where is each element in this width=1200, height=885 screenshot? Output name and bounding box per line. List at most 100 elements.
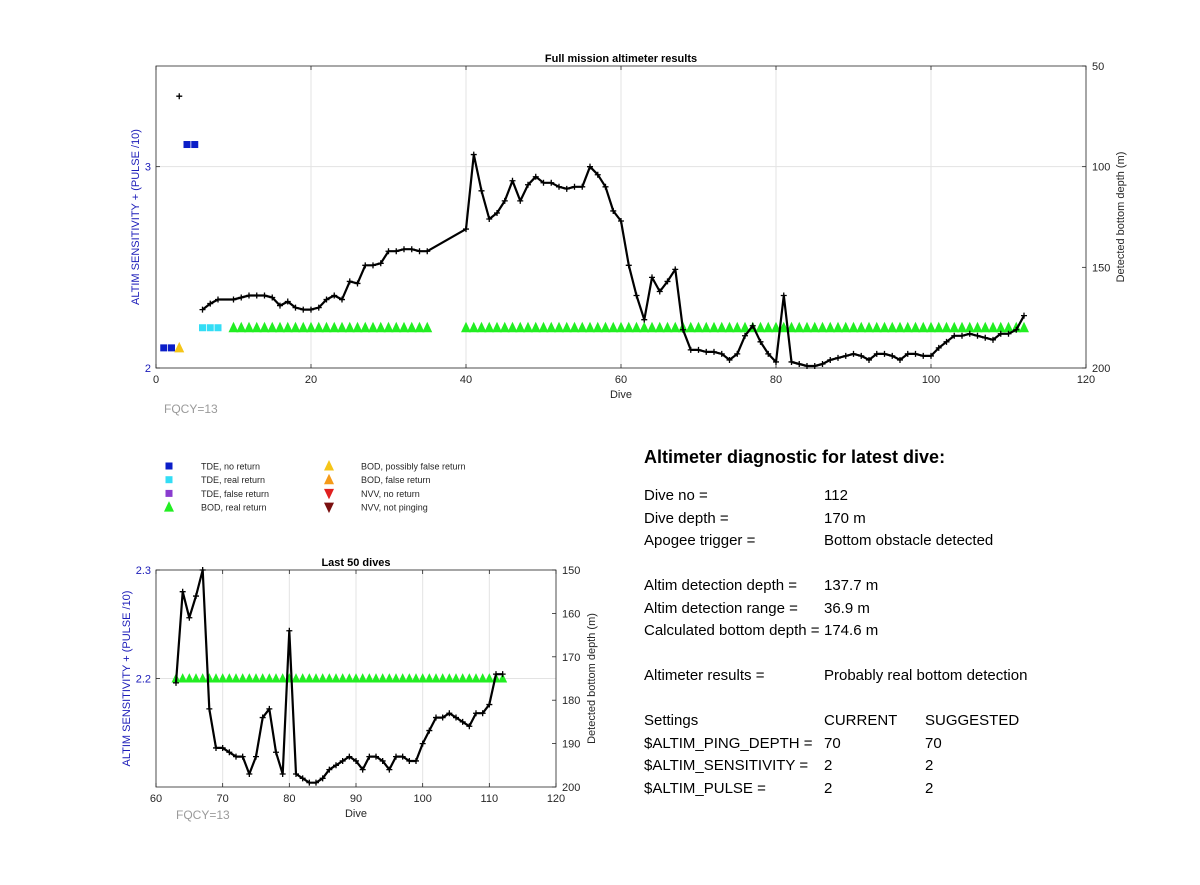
bottom-depth-line — [174, 568, 503, 784]
data-marker — [592, 321, 603, 333]
x-tick-label: 80 — [770, 374, 782, 386]
data-marker — [329, 321, 340, 333]
bottom-depth-point — [641, 316, 648, 323]
data-marker — [817, 321, 828, 333]
data-marker — [755, 321, 766, 333]
results-value: Probably real bottom detection — [824, 667, 1028, 684]
bottom-depth-point — [873, 350, 880, 357]
bottom-depth-point — [486, 701, 493, 708]
setting-suggested: 2 — [925, 757, 934, 774]
data-marker — [980, 321, 991, 333]
data-marker — [168, 344, 175, 352]
y2-tick-label: 150 — [1092, 262, 1110, 274]
bottom-depth-point — [293, 770, 299, 777]
data-marker — [184, 673, 194, 683]
data-marker — [178, 673, 188, 683]
detection-range-label: Altim detection range = — [644, 599, 798, 617]
bottom-depth-point — [982, 334, 989, 341]
data-marker — [670, 321, 681, 333]
bottom-depth-point — [742, 332, 748, 339]
data-marker — [244, 321, 254, 333]
data-marker — [391, 673, 401, 683]
data-marker — [964, 321, 975, 333]
bottom-depth-point — [959, 332, 965, 339]
data-marker — [887, 321, 898, 333]
bottom-depth-point — [1013, 326, 1020, 333]
setting-row: $ALTIM_SENSITIVITY = 2 2 — [644, 755, 1164, 778]
data-marker — [577, 321, 588, 333]
bottom-depth-point — [858, 352, 865, 359]
bottom-depth-point — [413, 757, 419, 764]
detection-range-row: Altim detection range = 36.9 m — [644, 598, 1164, 621]
bottom-depth-point — [416, 248, 423, 255]
bottom-depth-point — [765, 350, 772, 357]
bottom-depth-point — [266, 705, 273, 712]
data-marker — [406, 321, 417, 333]
data-marker — [802, 321, 812, 333]
bottom-depth-point — [842, 352, 849, 359]
bottom-depth-point — [315, 304, 322, 311]
bottom-depth-point — [393, 248, 400, 255]
bottom-depth-point — [424, 248, 431, 255]
x-axis-label: Dive — [345, 808, 367, 820]
bottom-depth-point — [439, 714, 446, 721]
bottom-depth-point — [509, 177, 516, 184]
fqcy-footnote: FQCY=13 — [164, 402, 218, 416]
bottom-depth-point — [811, 362, 818, 369]
bottom-depth-point — [1005, 330, 1012, 337]
data-marker — [902, 321, 913, 333]
bottom-depth-point — [193, 593, 199, 600]
x-tick-label: 0 — [153, 374, 159, 386]
data-marker — [693, 321, 704, 333]
fqcy-footnote: FQCY=13 — [176, 808, 230, 822]
data-marker — [864, 321, 874, 333]
bottom-depth-point — [186, 614, 193, 621]
setting-name: $ALTIM_SENSITIVITY = — [644, 757, 809, 774]
y-axis-label: ALTIM SENSITIVITY + (PULSE /10) — [130, 129, 142, 305]
diagnostic-panel: Altimeter diagnostic for latest dive: Di… — [644, 446, 1164, 800]
bottom-depth-point — [718, 350, 725, 357]
bottom-depth-point — [286, 627, 293, 634]
legend-item: BOD, false return — [324, 473, 431, 485]
apogee-label: Apogee trigger = — [644, 532, 756, 549]
data-marker — [1003, 321, 1014, 333]
current-column-label: CURRENT — [824, 712, 898, 729]
x-tick-label: 120 — [547, 793, 565, 805]
data-marker — [358, 673, 368, 683]
suggested-column-label: SUGGESTED — [925, 712, 1020, 729]
bottom-depth-point — [966, 330, 973, 337]
bottom-depth-point — [299, 775, 306, 782]
data-marker — [160, 344, 168, 352]
data-marker — [368, 321, 378, 333]
bottom-depth-point — [173, 679, 179, 686]
y2-tick-label: 150 — [562, 565, 580, 577]
calculated-depth-row: Calculated bottom depth = 174.6 m — [644, 620, 1164, 643]
bottom-depth-point — [354, 280, 361, 287]
setting-suggested: 2 — [925, 779, 934, 797]
data-marker — [199, 324, 206, 332]
bottom-depth-point — [366, 753, 373, 760]
bottom-depth-point — [548, 179, 555, 186]
data-marker — [647, 321, 657, 333]
data-marker — [351, 673, 361, 683]
bottom-depth-point — [379, 757, 386, 764]
legend-item: NVV, no return — [324, 488, 420, 500]
data-marker — [422, 321, 433, 333]
bottom-depth-point — [656, 288, 663, 295]
bottom-depth-point — [866, 356, 872, 363]
bottom-depth-point — [259, 714, 266, 721]
bottom-depth-point — [780, 292, 787, 299]
data-marker — [375, 321, 386, 333]
setting-suggested: 70 — [925, 734, 942, 752]
bottom-depth-point — [326, 766, 333, 773]
bottom-depth-point — [233, 753, 239, 760]
x-tick-label: 20 — [305, 374, 317, 386]
dive-depth-value: 170 m — [824, 509, 866, 527]
x-axis-label: Dive — [610, 389, 632, 401]
setting-name: $ALTIM_PULSE = — [644, 779, 766, 797]
bottom-depth-point — [1021, 312, 1027, 319]
y2-tick-label: 180 — [562, 695, 580, 707]
bottom-depth-point — [897, 356, 903, 363]
data-marker — [809, 321, 820, 333]
